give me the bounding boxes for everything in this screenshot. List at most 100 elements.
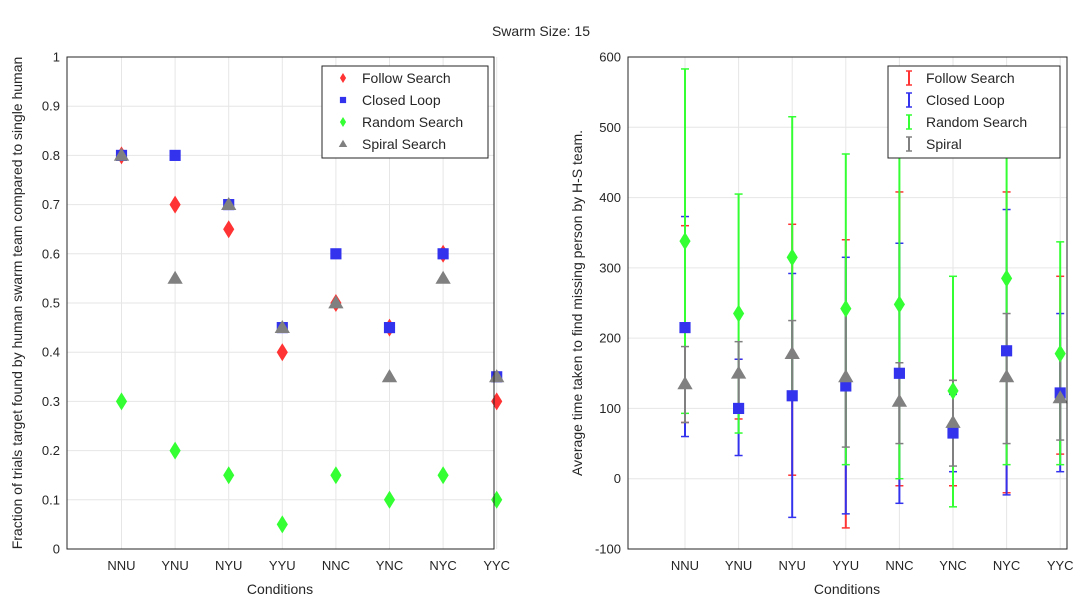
right-point-triangle: [945, 414, 961, 428]
left-y-tick-label: 0.2: [42, 443, 60, 458]
right-point-diamond: [947, 381, 959, 400]
right-y-tick-label: 500: [599, 120, 621, 135]
left-point-square: [330, 248, 342, 260]
right-point-diamond: [733, 304, 745, 323]
right-x-tick-label: NYU: [778, 558, 805, 573]
right-legend-label: Random Search: [926, 114, 1027, 130]
left-point-diamond: [276, 515, 288, 534]
left-y-tick-label: 0: [53, 542, 60, 557]
left-y-tick-label: 0.1: [42, 492, 60, 507]
right-ticks: NNU YNU NYU YYU NNC YNC NYC YYC -100 0 100 200 300 40…: [595, 50, 1074, 574]
left-point-triangle: [274, 319, 290, 333]
left-plot-area: [113, 146, 505, 534]
right-point-triangle: [891, 393, 908, 407]
right-point-square: [679, 322, 691, 334]
right-legend-label: Follow Search: [926, 70, 1015, 86]
right-legend-label: Closed Loop: [926, 92, 1005, 108]
left-point-diamond: [383, 490, 396, 509]
left-legend-marker: [339, 117, 347, 127]
right-x-tick-label: NYC: [993, 558, 1020, 573]
right-point-diamond: [1054, 344, 1066, 363]
right-y-tick-label: 400: [599, 190, 621, 205]
left-legend-label: Random Search: [362, 114, 463, 130]
left-legend-marker: [339, 96, 347, 104]
left-legend-box: [321, 65, 489, 159]
right-point-triangle: [998, 369, 1015, 383]
left-axes-box: [66, 56, 495, 550]
left-legend-marker: [339, 73, 347, 83]
right-y-axis-label: Average time taken to find missing perso…: [569, 130, 585, 476]
right-point-diamond: [840, 299, 852, 318]
right-legend-label: Spiral: [926, 136, 962, 152]
right-x-tick-label: YNC: [939, 558, 966, 573]
right-legend-box: [887, 65, 1061, 159]
left-chart: NNU YNU NYU YYU NNC YNC NYC YYC 0 0.1 0.2 0.3 0.4 0.5…: [9, 50, 510, 598]
left-point-diamond: [491, 392, 503, 411]
right-point-square: [840, 380, 852, 392]
right-x-tick-label: YYU: [832, 558, 859, 573]
right-point-diamond: [893, 295, 905, 314]
right-x-tick-label: YNU: [725, 558, 752, 573]
left-y-tick-label: 0.4: [42, 345, 60, 360]
left-point-diamond: [276, 343, 288, 362]
right-axes-box: [627, 56, 1068, 550]
right-y-tick-label: -100: [595, 542, 621, 557]
left-x-tick-label: YNU: [161, 558, 188, 573]
right-point-triangle: [730, 365, 747, 379]
left-x-tick-label: YYU: [269, 558, 296, 573]
left-point-triangle: [489, 369, 505, 383]
right-point-diamond: [679, 232, 691, 251]
left-x-tick-label: YYC: [483, 558, 510, 573]
left-point-diamond: [330, 466, 342, 485]
figure-title: Swarm Size: 15: [492, 23, 590, 39]
left-x-tick-label: NNU: [107, 558, 135, 573]
left-point-diamond: [223, 220, 235, 239]
left-point-diamond: [169, 195, 181, 214]
left-legend-label: Spiral Search: [362, 136, 446, 152]
left-y-tick-label: 1: [53, 50, 60, 65]
left-x-tick-label: YNC: [376, 558, 403, 573]
left-x-tick-label: NNC: [322, 558, 350, 573]
left-x-axis-label: Conditions: [247, 581, 313, 597]
right-point-triangle: [838, 369, 854, 383]
left-legend-marker: [338, 139, 348, 147]
right-y-tick-label: 200: [599, 331, 621, 346]
right-point-diamond: [1001, 269, 1013, 288]
right-y-tick-label: 100: [599, 401, 621, 416]
left-point-triangle: [113, 147, 130, 161]
right-x-axis-label: Conditions: [814, 581, 880, 597]
right-x-tick-label: NNU: [671, 558, 699, 573]
left-point-diamond: [223, 466, 235, 485]
left-point-triangle: [167, 270, 183, 284]
right-x-tick-label: NNC: [885, 558, 913, 573]
left-point-diamond: [437, 466, 449, 485]
left-y-tick-label: 0.7: [42, 197, 60, 212]
right-point-triangle: [784, 345, 800, 360]
left-legend-label: Follow Search: [362, 70, 451, 86]
right-y-tick-label: 600: [599, 50, 621, 65]
right-x-tick-label: YYC: [1047, 558, 1074, 573]
right-legend: Follow Search Closed Loop Random Search Spi…: [887, 65, 1061, 159]
left-ticks: NNU YNU NYU YYU NNC YNC NYC YYC 0 0.1 0.2 0.3 0.4 0.5…: [42, 50, 510, 574]
left-y-axis-label: Fraction of trials target found by human…: [9, 57, 25, 550]
left-y-tick-label: 0.6: [42, 246, 60, 261]
left-x-tick-label: NYC: [429, 558, 456, 573]
left-point-diamond: [169, 441, 181, 460]
left-point-square: [169, 149, 181, 161]
left-point-triangle: [381, 369, 398, 383]
left-x-tick-label: NYU: [215, 558, 242, 573]
left-point-triangle: [221, 196, 237, 210]
left-legend: Follow Search Closed Loop Random Search Spi…: [321, 65, 489, 159]
right-point-triangle: [677, 376, 693, 390]
left-y-tick-label: 0.5: [42, 296, 60, 311]
right-chart: NNU YNU NYU YYU NNC YNC NYC YYC -100 0 100 200 300 40…: [569, 50, 1074, 598]
left-y-tick-label: 0.3: [42, 394, 60, 409]
left-y-tick-label: 0.8: [42, 148, 60, 163]
right-y-tick-label: 0: [614, 471, 621, 486]
left-point-square: [437, 248, 449, 260]
right-point-diamond: [786, 248, 798, 267]
right-point-square: [733, 402, 745, 415]
left-point-square: [383, 322, 396, 334]
left-legend-label: Closed Loop: [362, 92, 441, 108]
left-point-triangle: [328, 295, 344, 309]
